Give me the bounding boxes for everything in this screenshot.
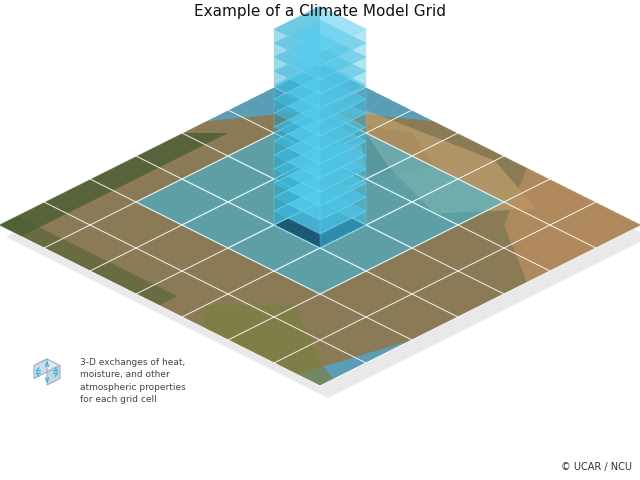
Polygon shape	[274, 202, 366, 248]
Polygon shape	[0, 216, 177, 305]
Polygon shape	[504, 168, 640, 283]
Polygon shape	[366, 156, 458, 202]
Polygon shape	[274, 202, 366, 248]
Polygon shape	[274, 90, 320, 127]
Polygon shape	[34, 359, 60, 372]
Polygon shape	[274, 20, 366, 66]
Polygon shape	[0, 110, 640, 374]
Polygon shape	[274, 110, 435, 179]
Polygon shape	[320, 99, 366, 136]
Polygon shape	[297, 144, 366, 172]
Polygon shape	[0, 133, 228, 237]
Polygon shape	[274, 90, 366, 136]
Polygon shape	[274, 118, 320, 155]
Polygon shape	[320, 29, 366, 66]
Text: 3-D exchanges of heat,
moisture, and other
atmospheric properties
for each grid : 3-D exchanges of heat, moisture, and oth…	[80, 358, 186, 405]
Polygon shape	[228, 179, 320, 225]
Polygon shape	[274, 146, 320, 183]
Polygon shape	[366, 110, 536, 214]
Polygon shape	[320, 43, 366, 80]
Polygon shape	[274, 156, 366, 202]
Polygon shape	[320, 197, 366, 234]
Polygon shape	[182, 156, 274, 202]
Polygon shape	[274, 160, 366, 206]
Polygon shape	[228, 133, 320, 179]
Polygon shape	[274, 6, 320, 43]
Polygon shape	[320, 211, 366, 248]
Polygon shape	[320, 225, 412, 271]
Polygon shape	[274, 188, 320, 225]
Polygon shape	[320, 169, 366, 206]
Polygon shape	[412, 179, 504, 225]
Text: Example of a Climate Model Grid: Example of a Climate Model Grid	[194, 4, 446, 19]
Polygon shape	[274, 248, 366, 294]
Polygon shape	[320, 85, 366, 122]
Polygon shape	[320, 127, 366, 164]
Polygon shape	[274, 48, 320, 85]
Polygon shape	[274, 132, 366, 178]
Text: © UCAR / NCU: © UCAR / NCU	[561, 462, 632, 472]
Polygon shape	[274, 118, 366, 164]
Polygon shape	[136, 179, 228, 225]
Polygon shape	[0, 64, 640, 386]
Polygon shape	[320, 183, 366, 220]
Polygon shape	[274, 146, 366, 192]
Polygon shape	[274, 110, 366, 156]
Polygon shape	[274, 48, 366, 94]
Polygon shape	[6, 76, 640, 398]
Polygon shape	[205, 305, 334, 386]
Polygon shape	[320, 133, 412, 179]
Polygon shape	[274, 62, 320, 99]
Polygon shape	[274, 104, 320, 141]
Polygon shape	[274, 76, 320, 113]
Polygon shape	[274, 76, 366, 122]
Polygon shape	[366, 202, 458, 248]
Polygon shape	[274, 132, 320, 169]
Polygon shape	[274, 34, 366, 80]
Polygon shape	[274, 188, 366, 234]
Polygon shape	[274, 62, 366, 108]
Polygon shape	[320, 71, 366, 108]
Polygon shape	[274, 6, 366, 52]
Polygon shape	[320, 113, 366, 150]
Polygon shape	[274, 174, 320, 211]
Polygon shape	[47, 365, 60, 385]
Polygon shape	[182, 202, 274, 248]
Polygon shape	[228, 225, 320, 271]
Polygon shape	[320, 155, 366, 192]
Polygon shape	[274, 160, 320, 197]
Polygon shape	[34, 359, 47, 379]
Polygon shape	[274, 20, 320, 57]
Polygon shape	[320, 57, 366, 94]
Polygon shape	[274, 104, 366, 150]
Polygon shape	[274, 174, 366, 220]
Polygon shape	[320, 141, 366, 178]
Polygon shape	[274, 34, 320, 71]
Polygon shape	[320, 179, 412, 225]
